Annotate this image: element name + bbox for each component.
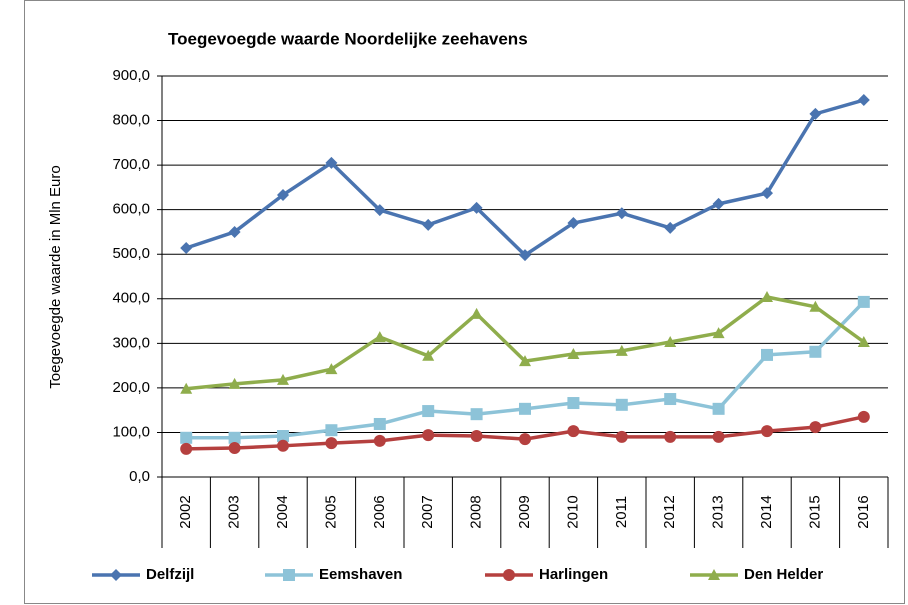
marker [519,402,531,415]
marker [809,345,822,358]
marker [180,382,193,394]
marker [277,373,289,385]
marker [180,431,193,444]
legend-label: Delfzijl [146,566,194,583]
marker [615,398,628,411]
marker [422,218,435,231]
x-tick-label: 2004 [274,495,291,528]
marker [857,295,870,308]
marker [373,331,386,343]
y-axis-title: Toegevoegde waarde in Mln Euro [47,165,64,388]
y-tick-label: 100,0 [112,423,150,440]
y-tick-label: 300,0 [112,334,150,351]
x-tick-label: 2011 [613,496,630,528]
marker [422,429,435,442]
marker [761,290,773,302]
y-tick-label: 200,0 [112,379,150,396]
marker [761,187,773,200]
y-tick-label: 500,0 [112,245,150,262]
x-tick-label: 2015 [806,495,823,528]
marker [228,377,241,389]
marker [180,241,193,254]
marker [325,437,338,450]
marker [857,410,870,423]
x-tick-label: 2016 [855,495,872,528]
marker [567,397,580,410]
x-tick-label: 2013 [710,495,727,528]
marker [373,434,386,447]
marker [325,363,338,375]
marker [373,417,386,430]
marker [180,442,193,455]
marker [664,430,677,443]
x-tick-label: 2002 [177,495,194,528]
marker [277,430,289,443]
marker [615,430,628,443]
marker [325,424,338,437]
y-tick-label: 600,0 [112,201,150,218]
x-tick-label: 2006 [371,495,388,528]
legend-label: Den Helder [744,566,823,583]
y-tick-label: 800,0 [112,112,150,129]
marker [615,207,628,220]
marker [519,433,531,446]
marker [422,349,435,361]
y-tick-label: 900,0 [112,67,150,84]
marker [809,300,822,312]
marker [708,569,720,580]
y-tick-label: 400,0 [112,290,150,307]
marker [277,188,289,201]
marker [809,421,822,434]
x-tick-label: 2005 [322,495,339,528]
y-tick-label: 700,0 [112,156,150,173]
marker [228,431,241,444]
marker [325,156,338,169]
marker [277,439,289,452]
legend-label: Harlingen [539,566,608,583]
marker [857,94,870,107]
marker [712,402,725,415]
marker [567,425,580,438]
marker [470,408,483,421]
marker [519,249,531,262]
marker [712,327,725,339]
x-tick-label: 2012 [661,495,678,528]
legend-label: Eemshaven [319,566,402,583]
marker [664,335,677,347]
marker [664,393,677,406]
marker [664,221,677,234]
x-tick-label: 2009 [516,495,533,528]
marker [761,348,773,361]
marker [761,425,773,438]
marker [228,225,241,238]
chart-title: Toegevoegde waarde Noordelijke zeehavens [168,29,528,48]
marker [470,201,483,214]
marker [567,348,580,360]
marker [373,204,386,217]
marker [809,107,822,120]
marker [857,335,870,347]
marker [567,217,580,230]
marker [519,355,531,367]
marker [503,569,515,581]
marker [110,569,122,581]
x-tick-label: 2003 [226,495,243,528]
marker [422,405,435,418]
marker [283,569,295,581]
marker [470,307,483,319]
marker [712,430,725,443]
marker [712,197,725,210]
x-tick-label: 2007 [419,495,436,528]
marker [615,344,628,356]
x-tick-label: 2014 [758,495,775,528]
marker [228,442,241,455]
x-tick-label: 2008 [468,495,485,528]
x-tick-label: 2010 [564,495,581,528]
marker [470,430,483,443]
y-tick-label: 0,0 [129,468,150,485]
